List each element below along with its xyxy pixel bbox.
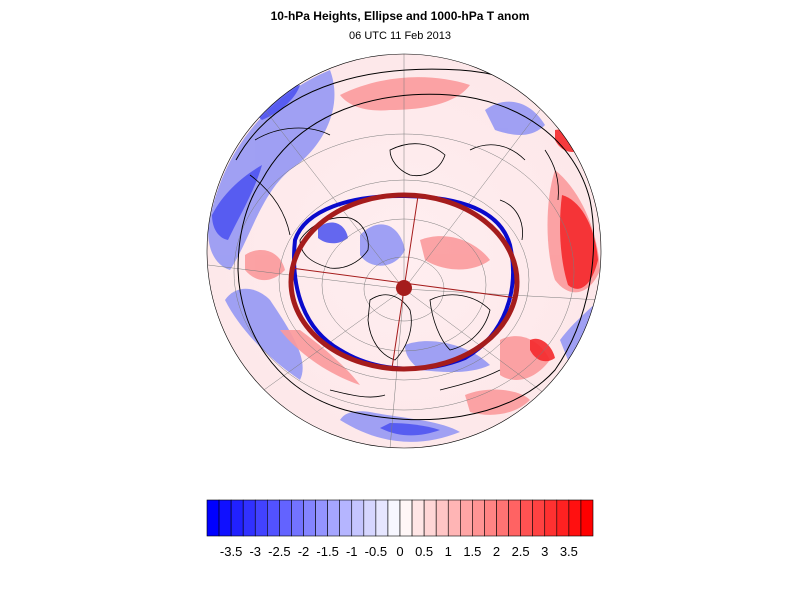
colorbar-tick-label: -2.5: [268, 544, 290, 559]
colorbar-box: [411, 499, 425, 537]
globe-outline: [206, 53, 602, 449]
colorbar-box: [484, 499, 497, 537]
colorbar-box: [568, 499, 582, 537]
colorbar-tick-label: -3.5: [220, 544, 242, 559]
colorbar-box: [339, 499, 353, 537]
colorbar-box: [327, 499, 340, 537]
colorbar-box: [556, 499, 570, 537]
colorbar-box: [291, 499, 304, 537]
colorbar-box: [267, 499, 280, 537]
colorbar-tick-label: 0: [396, 544, 403, 559]
colorbar-box: [387, 499, 401, 537]
colorbar-tick-label: 3: [541, 544, 548, 559]
colorbar-tick-label: -1: [346, 544, 358, 559]
colorbar-box: [508, 499, 521, 537]
colorbar-tick-label: -2: [298, 544, 310, 559]
colorbar-box: [363, 499, 377, 537]
colorbar-box: [472, 499, 485, 537]
colorbar-box: [532, 499, 546, 537]
colorbar-box: [435, 499, 449, 537]
colorbar-box: [580, 499, 594, 537]
colorbar-tick-label: 2.5: [512, 544, 530, 559]
map-title: 10-hPa Heights, Ellipse and 1000-hPa T a…: [270, 9, 530, 23]
colorbar-box: [206, 499, 220, 537]
colorbar-box: [279, 499, 292, 537]
colorbar-tick-label: 0.5: [415, 544, 433, 559]
colorbar-box: [254, 499, 268, 537]
colorbar-box: [230, 499, 244, 537]
map-subtitle: 06 UTC 11 Feb 2013: [349, 30, 451, 42]
colorbar-tick-label: 1: [445, 544, 452, 559]
colorbar-box: [375, 499, 389, 537]
colorbar-box: [520, 499, 533, 537]
colorbar-box: [399, 499, 413, 537]
colorbar-tick-label: 2: [493, 544, 500, 559]
colorbar-box: [351, 499, 365, 537]
colorbar-tick-label: 1.5: [463, 544, 481, 559]
colorbar-box: [460, 499, 473, 537]
colorbar-box: [423, 499, 437, 537]
colorbar-box: [544, 499, 558, 537]
coastlines: [249, 127, 559, 398]
anomaly-field: [207, 54, 601, 448]
ellipse-center: [396, 280, 412, 296]
colorbar-box: [496, 499, 509, 537]
colorbar-box: [218, 499, 232, 537]
colorbar-box: [303, 499, 316, 537]
colorbar-tick-label: 3.5: [560, 544, 578, 559]
colorbar-tick-label: -0.5: [365, 544, 387, 559]
colorbar-tick-label: -1.5: [316, 544, 338, 559]
colorbar-box: [447, 499, 461, 537]
colorbar-box: [315, 499, 328, 537]
colorbar-tick-label: -3: [249, 544, 261, 559]
fitted-ellipse: [288, 192, 520, 372]
colorbar-box: [242, 499, 256, 537]
